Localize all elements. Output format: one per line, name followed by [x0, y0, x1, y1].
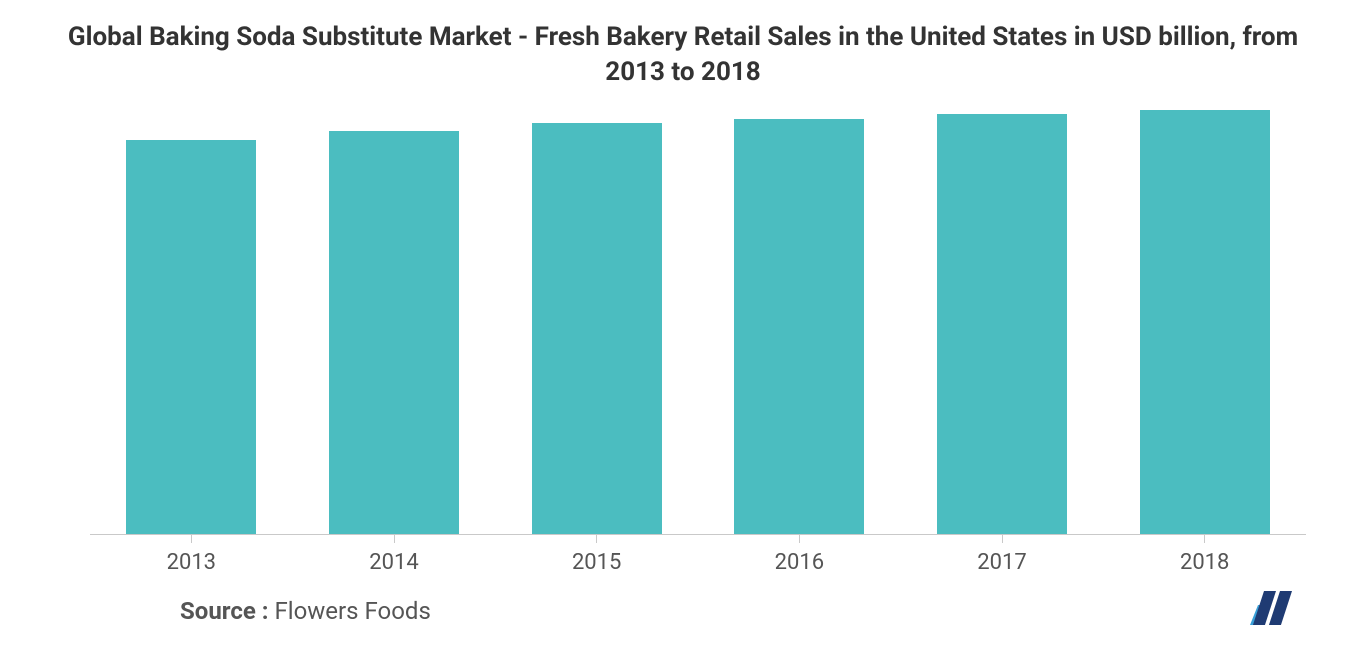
x-axis-tick: [799, 535, 800, 543]
bar-slot: [698, 110, 901, 535]
bar-slot: [495, 110, 698, 535]
brand-logo-icon: [1250, 591, 1306, 625]
chart-area: 201320142015201620172018: [90, 110, 1306, 535]
x-axis-label: 2015: [495, 550, 698, 575]
x-axis-label: 2013: [90, 550, 293, 575]
x-axis-labels: 201320142015201620172018: [90, 550, 1306, 575]
source-attribution: Source : Flowers Foods: [180, 597, 431, 625]
bar: [1140, 110, 1270, 535]
bar-slot: [293, 110, 496, 535]
bar: [126, 140, 256, 535]
x-axis-line: [90, 534, 1306, 535]
bar-slot: [1103, 110, 1306, 535]
x-axis-tick: [596, 535, 597, 543]
bar: [532, 123, 662, 535]
x-axis-tick: [1002, 535, 1003, 543]
bar: [937, 114, 1067, 535]
bar-slot: [901, 110, 1104, 535]
x-axis-label: 2016: [698, 550, 901, 575]
x-axis-tick: [1204, 535, 1205, 543]
x-axis-label: 2014: [293, 550, 496, 575]
x-axis-tick: [394, 535, 395, 543]
x-axis-tick: [191, 535, 192, 543]
chart-title: Global Baking Soda Substitute Market - F…: [0, 0, 1366, 100]
source-label: Source :: [180, 597, 269, 625]
bars-container: [90, 110, 1306, 535]
bar-slot: [90, 110, 293, 535]
bar: [329, 131, 459, 535]
x-axis-label: 2018: [1103, 550, 1306, 575]
x-axis-label: 2017: [901, 550, 1104, 575]
source-value: Flowers Foods: [269, 597, 431, 625]
bar: [734, 119, 864, 536]
